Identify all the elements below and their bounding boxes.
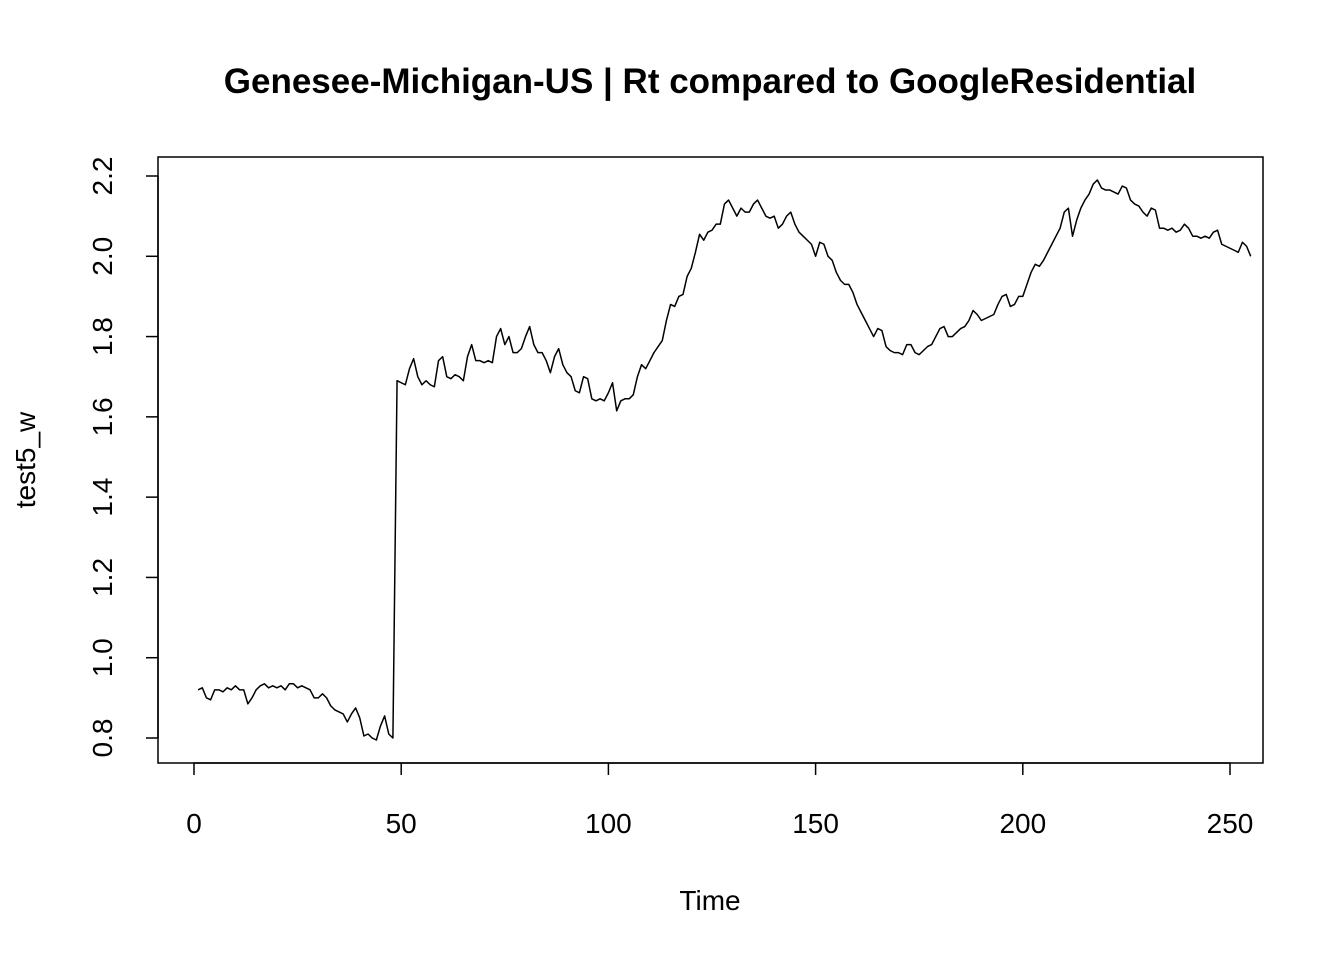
y-tick-label: 2.2 <box>87 157 118 196</box>
x-tick-label: 50 <box>386 808 417 839</box>
x-tick-label: 100 <box>585 808 632 839</box>
chart-title: Genesee-Michigan-US | Rt compared to Goo… <box>224 62 1196 101</box>
y-tick-label: 1.6 <box>87 397 118 436</box>
x-tick-label: 250 <box>1207 808 1254 839</box>
x-axis: 0 50 100 150 200 250 <box>186 762 1254 839</box>
series-group <box>197 179 1252 741</box>
y-tick-label: 1.4 <box>87 478 118 517</box>
y-tick-label: 0.8 <box>87 719 118 758</box>
series-line <box>197 179 1252 741</box>
y-axis: 0.8 1.0 1.2 1.4 1.6 1.8 2.0 2.2 <box>87 157 159 758</box>
y-tick-label: 1.2 <box>87 558 118 597</box>
y-tick-label: 1.8 <box>87 317 118 356</box>
y-tick-label: 1.0 <box>87 638 118 677</box>
y-axis-label: test5_w <box>10 411 41 508</box>
x-tick-label: 150 <box>792 808 839 839</box>
x-tick-label: 200 <box>999 808 1046 839</box>
x-tick-label: 0 <box>186 808 202 839</box>
x-axis-label: Time <box>679 885 740 916</box>
y-tick-label: 2.0 <box>87 237 118 276</box>
